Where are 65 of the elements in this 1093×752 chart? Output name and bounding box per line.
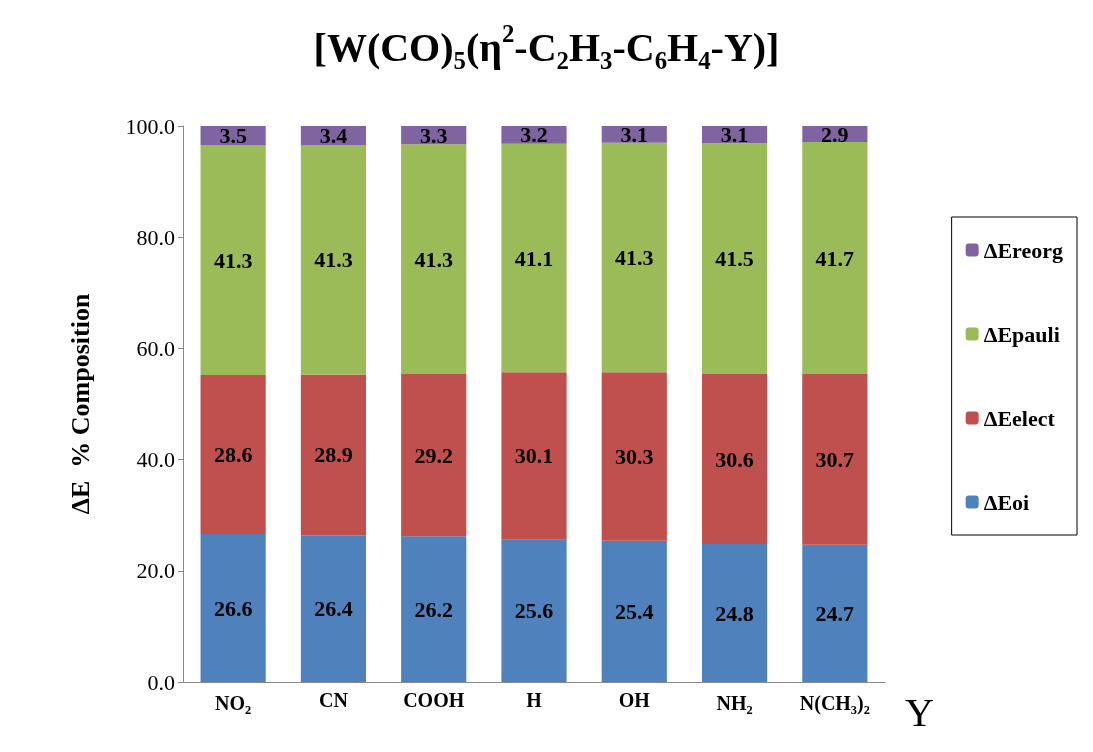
- bar: [802, 142, 868, 374]
- bar: [601, 372, 667, 541]
- y-tick-label: 0.0: [147, 669, 175, 695]
- data-label: 3.3: [419, 122, 448, 148]
- x-tick-label: COOH: [403, 689, 465, 711]
- data-label: 41.5: [715, 246, 754, 272]
- data-label: 3.1: [720, 122, 749, 148]
- bar: [200, 375, 266, 535]
- legend-label: ΔEreorg: [983, 237, 1064, 263]
- legend-label: ΔEelect: [983, 405, 1056, 431]
- bar: [701, 373, 768, 545]
- data-label: 24.8: [715, 600, 754, 626]
- data-label: 25.6: [514, 598, 554, 624]
- bar: [802, 544, 868, 682]
- data-label: 41.3: [615, 244, 654, 270]
- bar: [401, 536, 467, 682]
- bar: [300, 374, 367, 536]
- y-tick-label: 40.0: [136, 447, 175, 473]
- data-label: 3.5: [219, 123, 247, 149]
- y-axis-title: ΔE % Composition: [65, 293, 95, 515]
- data-label: 30.3: [615, 444, 654, 470]
- data-label: 3.1: [620, 121, 649, 147]
- bar: [701, 544, 768, 682]
- data-label: 41.3: [213, 247, 253, 273]
- bar: [501, 539, 567, 682]
- bar: [401, 144, 467, 374]
- data-label: 28.6: [213, 442, 253, 468]
- data-label: 26.2: [414, 596, 453, 622]
- bar: [601, 540, 667, 682]
- data-label: 30.7: [815, 446, 855, 472]
- bar: [802, 373, 868, 545]
- bar: [401, 373, 467, 537]
- legend-label: ΔEpauli: [983, 321, 1060, 347]
- data-label: 30.6: [715, 446, 754, 472]
- x-tick-label: H: [526, 689, 543, 711]
- bar: [701, 143, 768, 374]
- data-label: 29.2: [414, 442, 453, 468]
- data-label: 3.4: [319, 122, 348, 148]
- data-label: 26.6: [213, 595, 253, 621]
- data-label: 30.1: [514, 443, 554, 469]
- bar: [601, 142, 667, 373]
- data-label: 41.3: [314, 247, 353, 273]
- data-label: 24.7: [815, 600, 855, 626]
- data-label: 41.1: [514, 245, 554, 271]
- y-tick-label: 80.0: [136, 224, 175, 250]
- y-tick-label: 100.0: [125, 113, 175, 139]
- data-label: 28.9: [314, 442, 353, 468]
- legend-label: ΔEoi: [983, 489, 1030, 515]
- bar: [501, 372, 567, 540]
- data-label: 41.7: [815, 245, 855, 271]
- data-label: 41.3: [414, 246, 453, 272]
- data-label: 3.2: [520, 122, 548, 148]
- x-tick-label: OH: [618, 689, 651, 711]
- data-label: 2.9: [821, 121, 849, 147]
- bar: [200, 534, 266, 682]
- bar: [200, 145, 266, 376]
- x-tick-label: CN: [318, 689, 349, 711]
- x-axis-title: Y: [905, 689, 934, 735]
- y-tick-label: 20.0: [136, 558, 175, 584]
- bar: [300, 535, 367, 682]
- y-tick-label: 60.0: [136, 335, 175, 361]
- bar: [300, 144, 367, 375]
- data-label: 25.4: [615, 598, 654, 624]
- data-label: 26.4: [314, 596, 353, 622]
- bar: [501, 143, 567, 373]
